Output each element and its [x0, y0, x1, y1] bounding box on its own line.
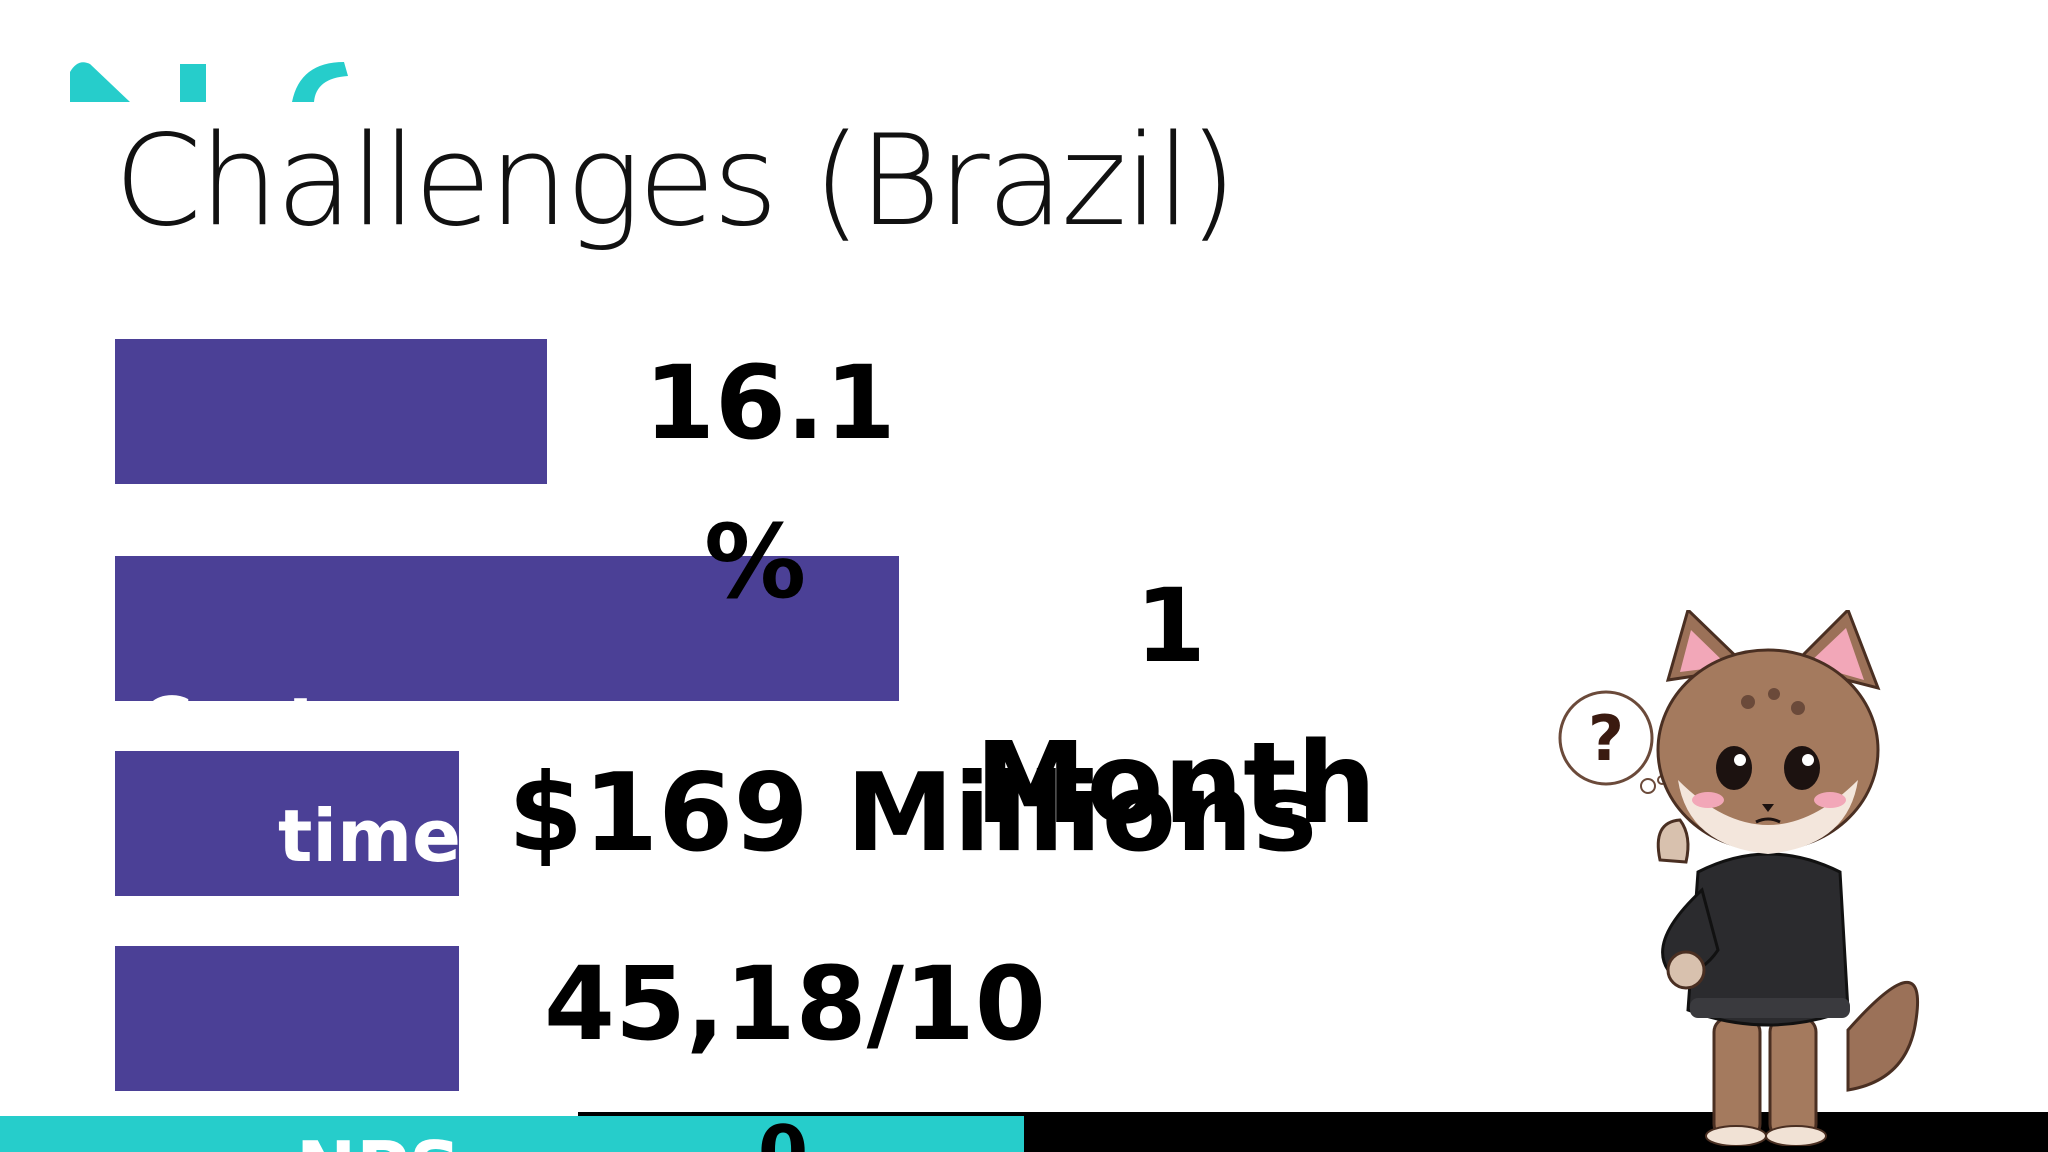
bar-1 — [115, 339, 547, 484]
bar-3-label-line2: time — [278, 794, 461, 878]
value-month-unit: Month — [975, 719, 1377, 849]
value-percent-unit: % — [704, 503, 807, 622]
value-millions: $169 Millions — [508, 751, 1318, 876]
slide-title: Challenges (Brazil) — [114, 107, 1237, 254]
svg-text:?: ? — [1588, 702, 1624, 775]
value-rating: 45,18/10 — [544, 945, 1046, 1064]
value-percent-number: 16.1 — [644, 344, 896, 463]
bar-3 — [115, 751, 459, 896]
thinking-fox-character-icon: ? — [1558, 610, 1920, 1146]
bar-4 — [115, 946, 459, 1091]
bar-3-label-line1: Custom — [140, 688, 446, 746]
footer-nps-value: 0 — [758, 1116, 808, 1152]
logo-mark-icon — [70, 62, 348, 102]
footer-teal-band — [0, 1116, 1024, 1152]
footer-nps-label: NPS — [296, 1132, 461, 1152]
bar-2 — [115, 556, 899, 701]
value-month-number: 1 — [1135, 567, 1206, 686]
